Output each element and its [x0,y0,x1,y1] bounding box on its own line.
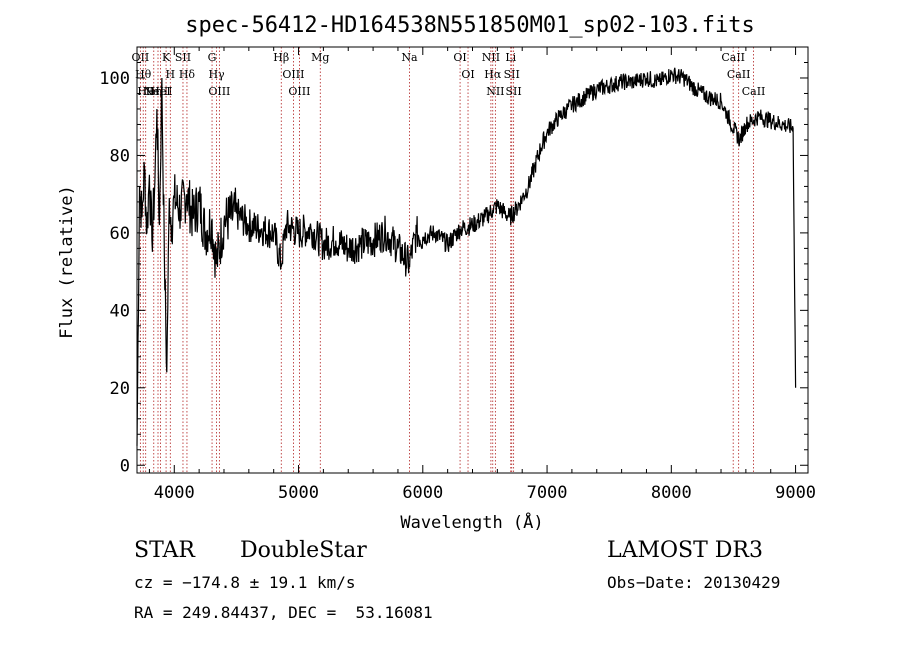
line-marker-label: NII [486,85,504,98]
redshift-cz: cz = −174.8 ± 19.1 km/s [134,573,356,592]
y-tick-label: 0 [120,456,130,476]
line-marker-label: NeIII [143,85,172,98]
line-marker-label: CaII [742,85,766,98]
x-axis-label: Wavelength (Å) [400,511,543,533]
sky-coordinates: RA = 249.84437, DEC = 53.16081 [134,603,433,622]
line-marker-label: H [166,68,176,81]
object-subclass: DoubleStar [240,538,367,563]
chart-title: spec-56412-HD164538N551850M01_sp02-103.f… [185,13,755,38]
line-marker-label: NII [482,51,500,64]
line-marker-label: OIII [208,85,230,98]
line-marker-label: Hη [146,85,162,98]
plot-frame [136,46,809,474]
y-tick-label: 40 [110,301,130,321]
x-tick-label: 7000 [527,483,568,503]
x-axis-ticks: 4000 5000 6000 7000 8000 9000 [148,47,816,503]
y-tick-label: 20 [110,379,130,399]
line-marker-label: OI [453,51,466,64]
object-class: STAR [134,538,195,563]
line-marker-label: OIII [282,68,304,81]
line-marker-label: Na [401,51,418,64]
line-marker-label: OI [461,68,474,81]
x-tick-label: 6000 [402,483,443,503]
line-marker-label: OII [131,51,149,64]
line-marker-label: Hγ [208,68,225,81]
line-marker-label: SII [175,51,191,64]
x-tick-label: 4000 [154,483,195,503]
line-marker-label: SII [506,85,522,98]
y-tick-label: 60 [110,224,130,244]
y-axis-ticks: 0 20 40 60 80 100 [99,46,808,476]
x-tick-label: 8000 [651,483,692,503]
line-marker-label: HeI [150,85,170,98]
line-marker-label: Hδ [179,68,196,81]
y-axis-label: Flux (relative) [57,185,77,339]
line-marker-label: H9 [137,85,154,98]
observation-date: Obs−Date: 20130429 [607,573,781,592]
line-marker-label: Li [505,51,516,64]
line-marker-label: K [162,51,171,64]
x-tick-label: 9000 [775,483,816,503]
line-marker-label: OIII [288,85,310,98]
line-marker-label: G [208,51,217,64]
y-tick-label: 80 [110,146,130,166]
line-marker-label: Mg [311,51,329,64]
line-marker-label: Hθ [135,68,152,81]
line-marker-label: CaII [721,51,745,64]
line-marker-label: Hβ [273,51,289,64]
spectrum-series-line [136,67,797,446]
y-tick-label: 100 [99,69,130,89]
line-marker-label: Hα [484,68,502,81]
x-tick-label: 5000 [278,483,319,503]
line-marker-label: SII [504,68,520,81]
survey-name: LAMOST DR3 [607,538,763,563]
line-marker-label: CaII [727,68,751,81]
